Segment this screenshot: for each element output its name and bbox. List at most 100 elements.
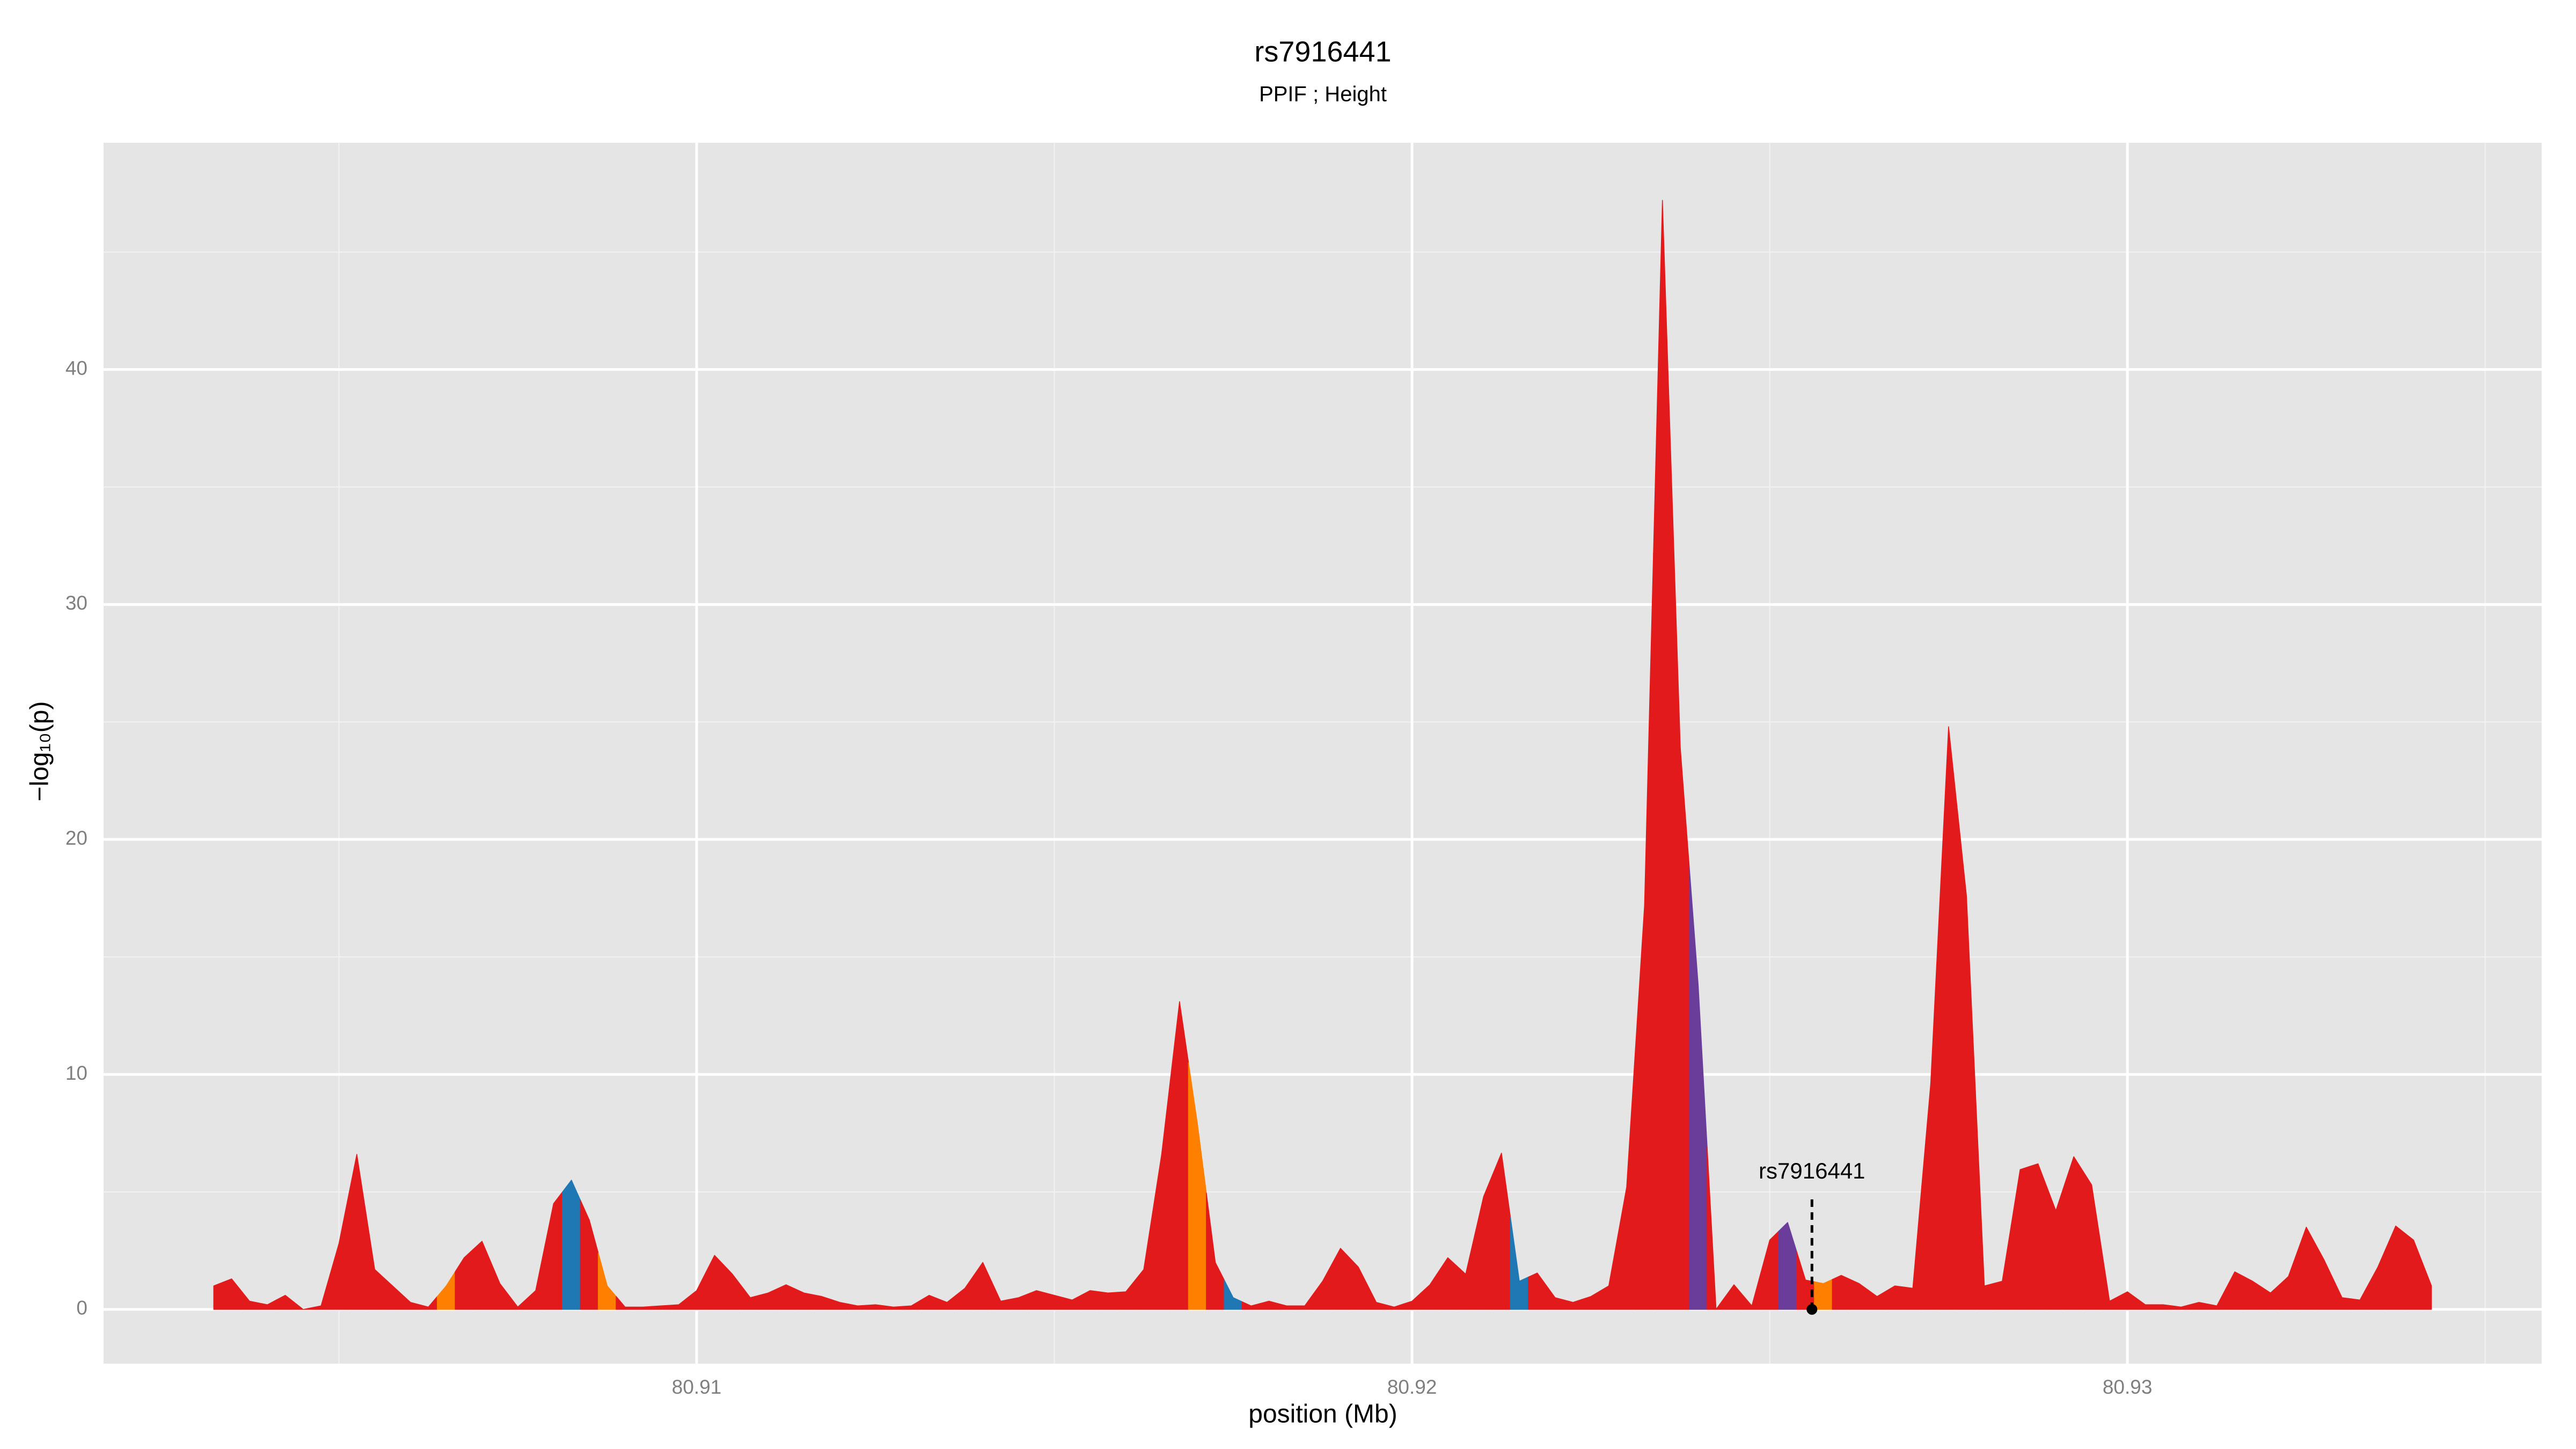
area-segment	[213, 1282, 223, 1310]
area-segment	[1617, 1045, 1636, 1310]
x-axis-label: position (Mb)	[1248, 1400, 1397, 1429]
area-segment	[347, 1154, 367, 1310]
area-segment	[1653, 200, 1672, 1310]
area-segment	[2064, 1156, 2083, 1310]
area-segment	[472, 1241, 492, 1310]
area-segment	[2190, 1301, 2208, 1310]
area-segment	[1492, 1152, 1511, 1310]
area-segment	[1438, 1257, 1458, 1310]
area-segment	[1260, 1300, 1278, 1310]
area-segment	[222, 1278, 241, 1310]
area-segment	[1599, 1236, 1619, 1310]
area-segment	[1975, 1090, 1994, 1310]
area-segment	[1456, 1235, 1475, 1310]
area-segment	[2100, 1242, 2119, 1310]
x-tick-label: 80.93	[2103, 1376, 2153, 1398]
area-segment	[2136, 1298, 2155, 1310]
annotation-point	[1806, 1304, 1818, 1315]
area-segment	[616, 1296, 635, 1310]
area-segment	[1885, 1285, 1905, 1310]
area-segment	[1760, 1231, 1780, 1310]
area-segment	[2261, 1284, 2280, 1310]
area-segment	[1993, 1225, 2012, 1310]
area-segment	[1331, 1248, 1350, 1310]
y-tick-label: 40	[65, 357, 87, 379]
area-segment	[919, 1294, 939, 1310]
area-segment	[1510, 1217, 1529, 1310]
plot-background	[104, 143, 2542, 1364]
area-segment	[562, 1180, 581, 1310]
area-segment	[1313, 1264, 1332, 1310]
area-segment	[1957, 810, 1976, 1310]
area-segment	[1581, 1291, 1600, 1310]
area-segment	[2315, 1243, 2334, 1310]
area-segment	[1688, 866, 1708, 1310]
y-tick-label: 0	[76, 1297, 87, 1319]
area-segment	[2029, 1163, 2047, 1310]
area-segment	[383, 1277, 402, 1310]
area-segment	[848, 1304, 867, 1310]
area-segment	[955, 1275, 975, 1310]
area-segment	[2154, 1304, 2173, 1310]
area-segment	[1849, 1279, 1869, 1310]
area-segment	[1724, 1284, 1744, 1310]
area-segment	[1027, 1290, 1046, 1310]
area-segment	[1939, 726, 1958, 1310]
area-segment	[544, 1191, 563, 1310]
area-segment	[1385, 1304, 1404, 1310]
area-segment	[902, 1300, 921, 1310]
area-segment	[1188, 1062, 1207, 1310]
area-segment	[1116, 1280, 1136, 1310]
area-segment	[1099, 1291, 1118, 1310]
chart-title: rs7916441	[1254, 35, 1391, 68]
area-segment	[1903, 1185, 1922, 1310]
area-segment	[1742, 1272, 1761, 1310]
area-segment	[1635, 552, 1654, 1310]
area-segment	[1868, 1289, 1887, 1310]
area-segment	[741, 1285, 760, 1310]
area-segment	[2225, 1271, 2244, 1310]
area-segment	[1921, 905, 1940, 1310]
area-segment	[1170, 1001, 1189, 1310]
area-segment	[777, 1284, 796, 1310]
area-segment	[1349, 1257, 1368, 1310]
area-segment	[2082, 1170, 2101, 1310]
area-segment	[2171, 1304, 2191, 1310]
chart-subtitle: PPIF ; Height	[1259, 83, 1387, 106]
area-segment	[598, 1253, 617, 1310]
area-segment	[330, 1198, 348, 1310]
x-tick-label: 80.92	[1387, 1376, 1437, 1398]
area-segment	[812, 1294, 831, 1310]
area-segment	[437, 1271, 456, 1310]
area-segment	[2404, 1232, 2423, 1310]
area-segment	[1080, 1290, 1100, 1310]
area-segment	[938, 1294, 957, 1310]
area-segment	[365, 1211, 384, 1310]
area-segment	[240, 1289, 259, 1310]
area-segment	[2207, 1288, 2227, 1310]
area-segment	[1277, 1303, 1297, 1310]
area-segment	[830, 1299, 850, 1310]
area-segment	[2386, 1225, 2405, 1310]
area-segment	[1241, 1301, 1261, 1310]
area-segment	[991, 1281, 1011, 1310]
area-segment	[1527, 1272, 1547, 1310]
area-segment	[1546, 1285, 1565, 1310]
area-segment	[1563, 1299, 1583, 1310]
area-segment	[794, 1288, 814, 1310]
area-segment	[419, 1296, 438, 1310]
area-segment	[1009, 1293, 1028, 1310]
annotation-label: rs7916441	[1759, 1158, 1865, 1183]
y-tick-label: 20	[65, 827, 87, 849]
y-tick-label: 10	[65, 1062, 87, 1084]
area-segment	[2422, 1262, 2432, 1310]
area-segment	[652, 1305, 670, 1310]
area-segment	[1063, 1294, 1082, 1310]
area-segment	[1224, 1279, 1243, 1310]
area-segment	[705, 1255, 724, 1310]
area-segment	[1421, 1270, 1439, 1310]
area-segment	[401, 1293, 420, 1310]
area-segment	[1814, 1279, 1833, 1310]
area-segment	[455, 1249, 474, 1310]
